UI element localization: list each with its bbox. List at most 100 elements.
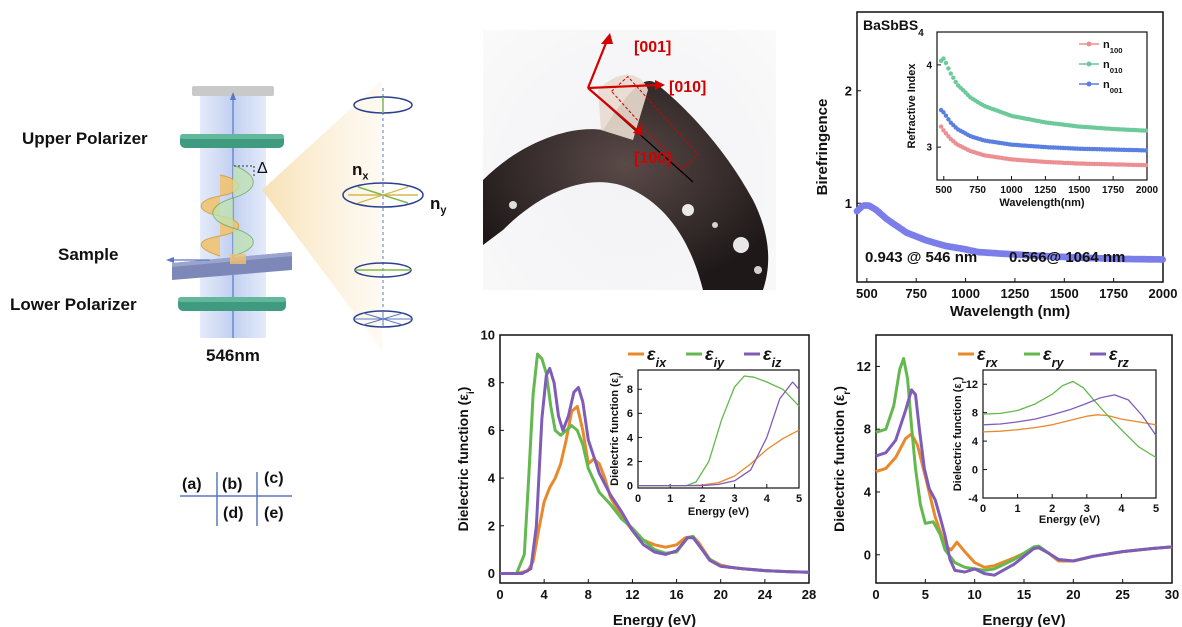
eps-r-inset-xtick-label: 2 [1049,503,1055,515]
eps-r-ytick-label: 8 [864,422,871,437]
eps-r-inset-xtick-label: 0 [980,503,986,515]
eps-i-xtick-label: 28 [802,587,816,602]
eps-r-xtick-label: 10 [967,587,981,602]
eps-i-ytick-label: 6 [488,423,495,438]
ri-point-100 [1143,163,1149,168]
label-010: [010] [669,79,707,96]
eps-r-inset-line-1 [982,380,1157,459]
axis-010-arrow [587,83,659,90]
ri-inset-ylabel: Refractive Index [906,63,918,149]
ri-legend-label-010: n010 [1103,59,1123,75]
key-a: (a) [182,476,202,493]
eps-i-xtick-label: 8 [585,587,592,602]
birefringence-chart: 500 750 1000 1250 1500 1750 2000 1 2 BaSbBS4 0.943… [814,11,1177,320]
eps-r-inset-xtick-label: 5 [1153,503,1159,515]
biref-ylabel: Birefringence [814,99,831,196]
ri-point-001 [943,113,949,118]
eps-i-legend-label-iz: εiz [763,344,782,370]
eps-i-ytick-label: 10 [481,328,495,343]
eps-i-inset-xtick-label: 3 [732,493,738,505]
biref-xlabel: Wavelength (nm) [950,303,1070,320]
ri-point-010 [1143,128,1149,133]
ri-inset-xtick-label: 1750 [1102,185,1125,196]
eps-i-inset-ytick-label: 8 [627,384,633,396]
eps-r-inset-ytick-label: 8 [972,408,978,420]
eps-r-inset-ytick-label: -4 [968,493,979,505]
axis-100-arrow [587,87,640,133]
sample-label: Sample [58,245,119,264]
eps-r-inset-frame [982,369,1157,499]
ri-inset-xtick-label: 2000 [1136,185,1159,196]
eps-i-inset-line-1 [638,375,800,487]
eps-r-xtick-label: 25 [1115,587,1129,602]
polarization-ellipses [342,88,424,328]
layout-key-grid [180,472,292,526]
ri-legend-label-100: n100 [1103,39,1123,55]
ri-point-010 [943,60,949,66]
eps-i-ytick-label: 4 [488,471,496,486]
eps-i-xtick-label: 24 [758,587,773,602]
eps-i-xtick-label: 12 [625,587,639,602]
eps-i-inset-ytick-label: 2 [627,456,633,468]
light-source [192,86,274,96]
ri-point-010 [941,56,946,61]
biref-xtick-label: 750 [905,286,927,301]
biref-title: BaSbBS4 [863,17,924,39]
eps-i-legend-label-ix: εix [647,344,667,370]
eps-r-xtick-label: 15 [1017,587,1031,602]
biref-xtick-label: 1250 [1000,286,1029,301]
eps-r-line-rz [875,388,1173,577]
eps-r-xtick-label: 30 [1165,587,1179,602]
delta-label: Δ [257,160,268,177]
ri-inset-xtick-label: 750 [969,185,986,196]
eps-r-inset-ytick-label: 4 [972,436,979,448]
biref-annotation-2: 0.566@ 1064 nm [1009,249,1125,266]
biref-point [1159,256,1166,263]
biref-xtick-label: 1500 [1050,286,1079,301]
ri-point-010 [951,75,956,80]
eps-r-inset-ytick-label: 12 [966,379,978,391]
sample-plate [172,252,292,280]
biref-annotation-1: 0.943 @ 546 nm [865,249,977,266]
ri-inset-ytick-label: 3 [926,143,932,154]
key-e: (e) [264,505,284,522]
label-001: [001] [634,39,672,56]
ri-inset-xtick-label: 1500 [1068,185,1091,196]
axis-001-arrow [586,37,610,89]
key-b: (b) [222,476,243,493]
eps-r-inset-xlabel: Energy (eV) [1039,514,1100,526]
eps-i-ytick-label: 8 [488,375,495,390]
eps-r-ytick-label: 12 [857,359,871,374]
ri-legend-marker-010 [1086,61,1092,67]
eps-r-ytick-label: 0 [864,547,871,562]
eps-i-ytick-label: 0 [488,566,495,581]
ri-inset-ytick-label: 4 [926,60,932,71]
eps-i-inset-line-2 [638,381,800,487]
light-cone [262,80,382,350]
upper-polarizer-label: Upper Polarizer [22,129,148,148]
eps-r-legend-label-rz: εrz [1109,344,1130,370]
eps-r-inset-xtick-label: 3 [1084,503,1090,515]
eps-r-inset-xtick-label: 4 [1118,503,1125,515]
ri-point-010 [946,66,951,71]
eps-r-ylabel: Dielectric function (εr) [831,386,853,532]
eps-i-xtick-label: 4 [541,587,549,602]
ri-inset-xtick-label: 1000 [1000,185,1023,196]
ri-point-100 [938,124,944,129]
biref-xtick-label: 500 [856,286,878,301]
ri-inset-xtick-label: 1250 [1034,185,1057,196]
key-c: (c) [264,470,284,487]
biref-ytick-label: 1 [845,196,852,211]
ri-inset-xtick-label: 500 [935,185,952,196]
eps-r-xtick-label: 5 [922,587,929,602]
eps-i-inset-ytick-label: 4 [627,432,634,444]
eps-r-inset-ylabel: Dielectric function (εr) [952,376,968,491]
ri-point-100 [943,131,949,136]
eps-i-inset-xtick-label: 0 [635,493,641,505]
ri-point-001 [946,117,951,122]
wave-green [212,164,254,257]
ri-point-010 [953,79,958,85]
ri-inset-frame [936,31,1148,181]
